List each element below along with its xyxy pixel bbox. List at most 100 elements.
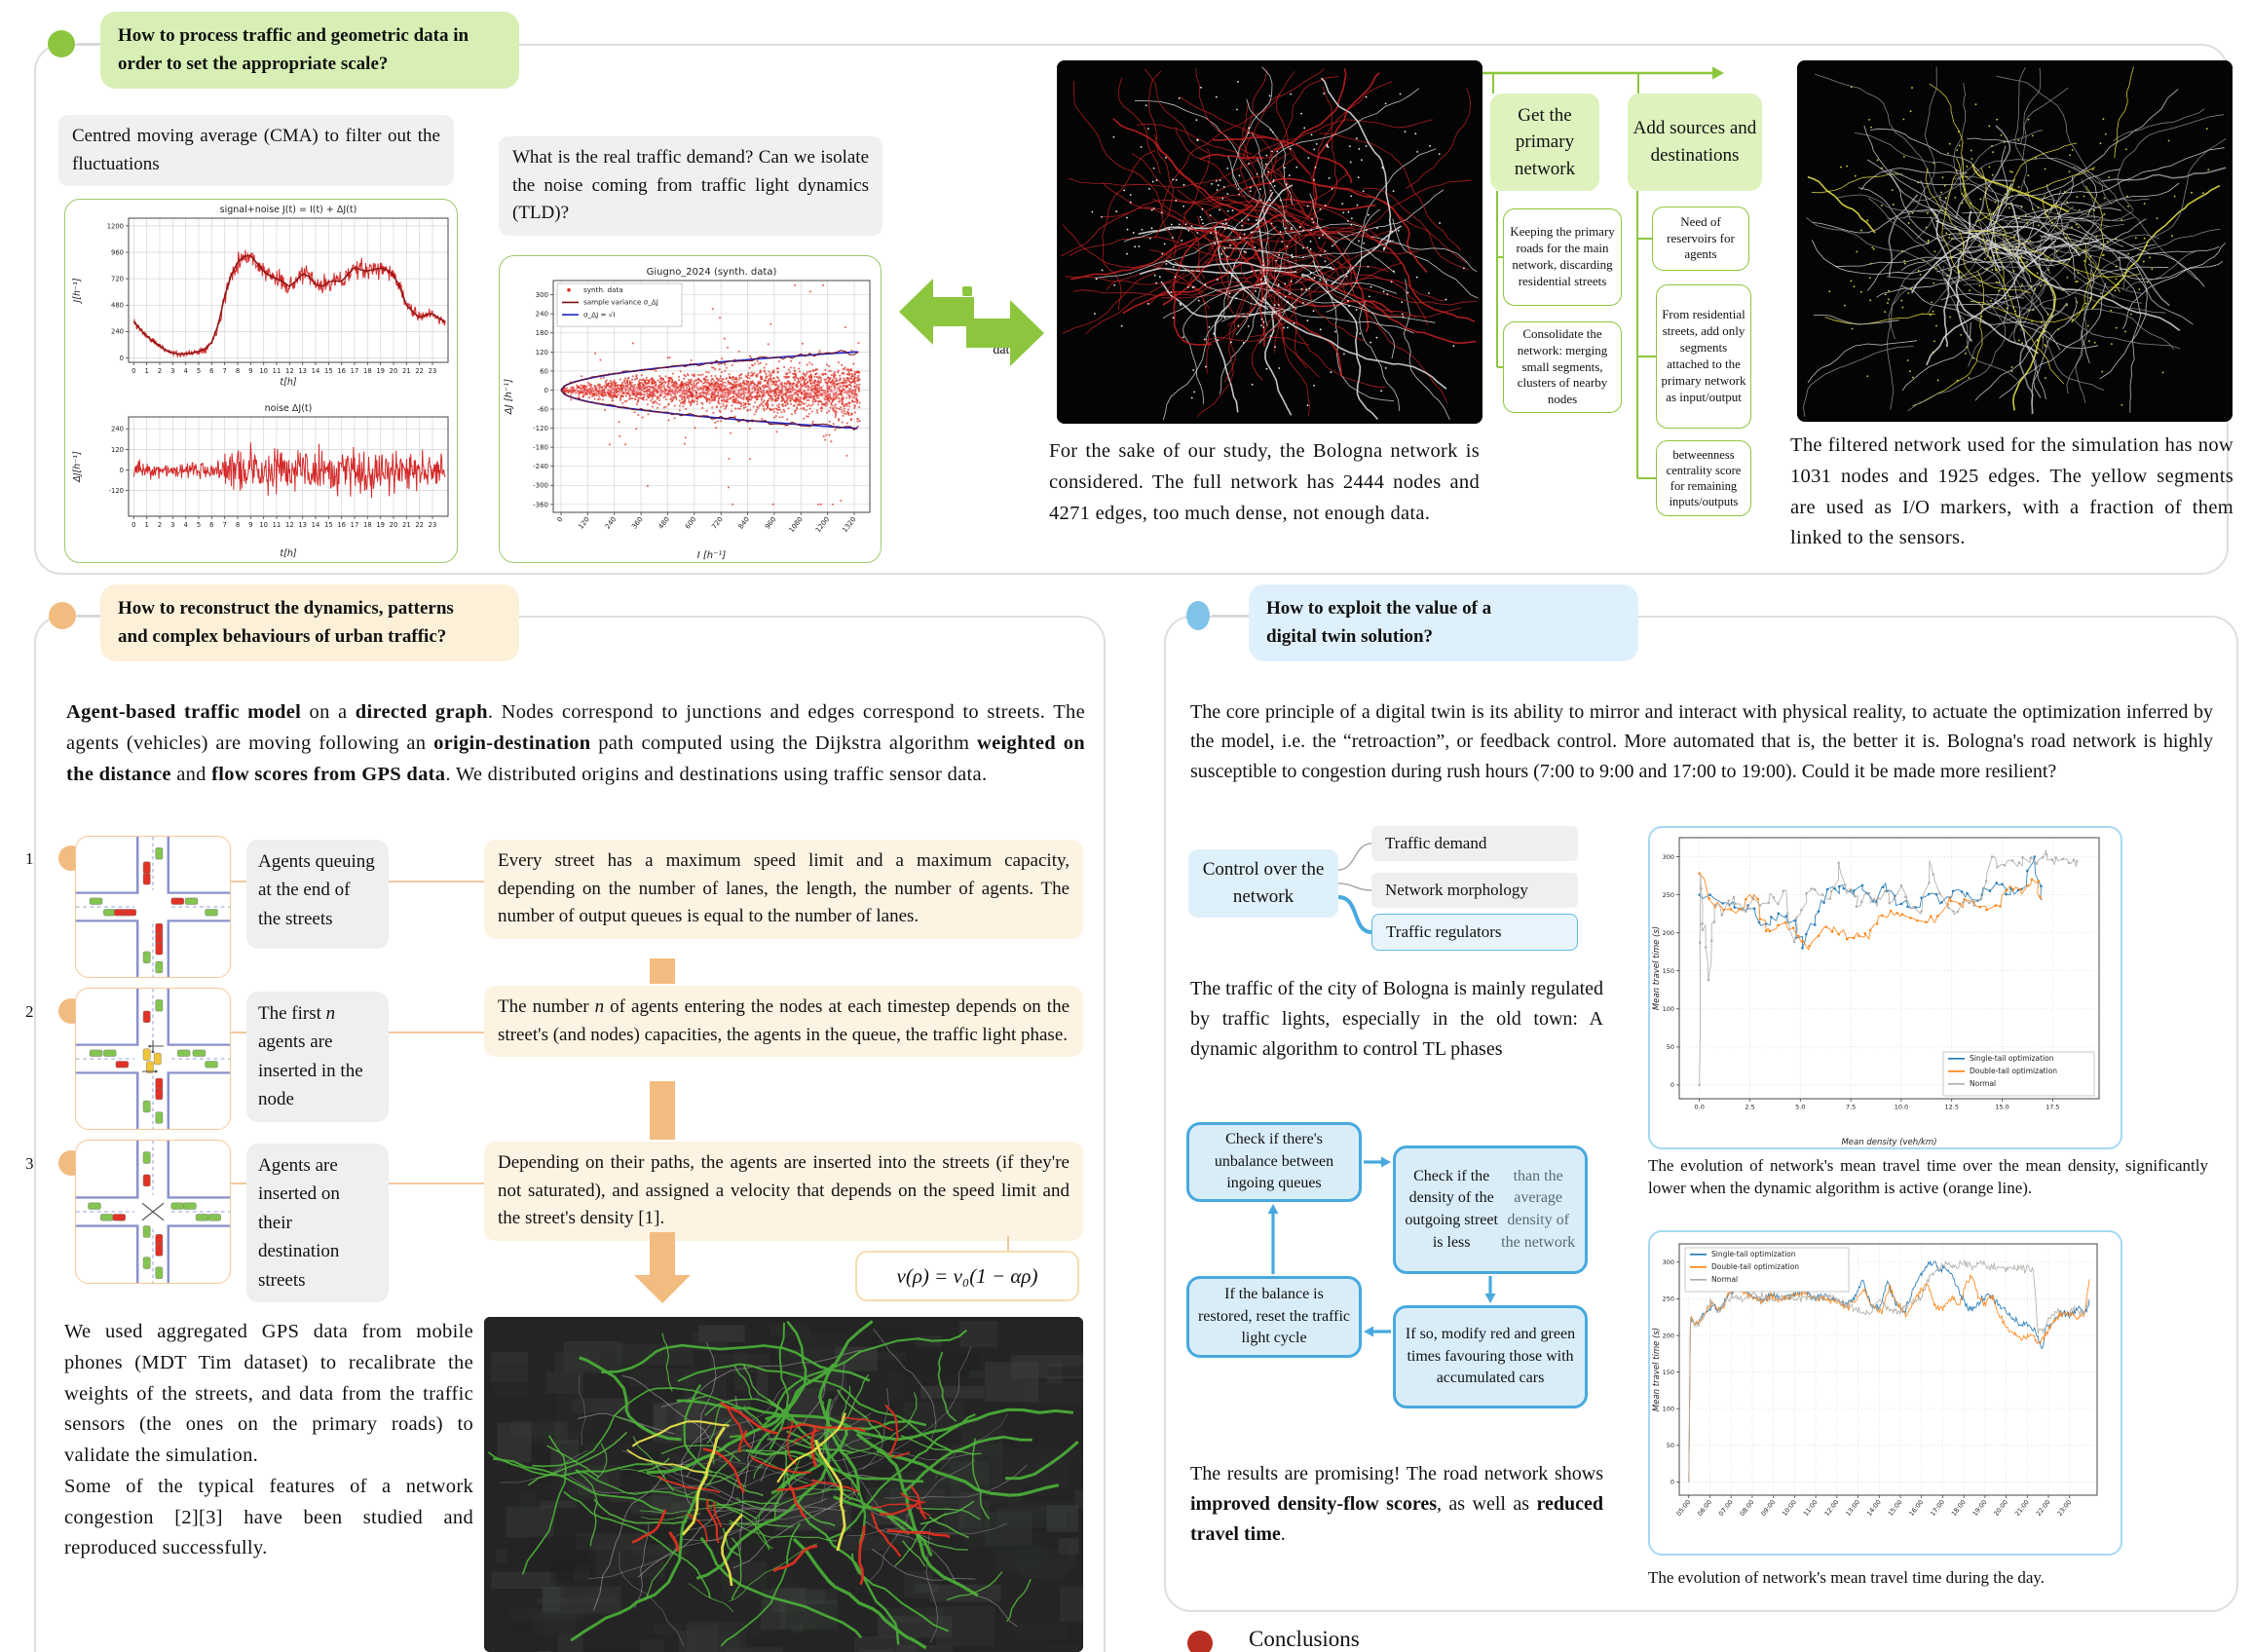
svg-text:13: 13 [298, 367, 307, 375]
svg-text:250: 250 [1663, 1295, 1674, 1303]
svg-text:Mean density (veh/km): Mean density (veh/km) [1841, 1138, 1936, 1147]
svg-text:360: 360 [630, 515, 645, 530]
svg-text:14:00: 14:00 [1865, 1498, 1883, 1518]
svg-text:21:00: 21:00 [2013, 1498, 2031, 1518]
svg-text:16:00: 16:00 [1907, 1498, 1925, 1518]
target-network-morphology: Network morphology [1371, 873, 1578, 908]
svg-text:240: 240 [111, 328, 124, 336]
svg-text:16: 16 [337, 367, 346, 375]
svg-text:05:00: 05:00 [1675, 1498, 1693, 1518]
svg-text:signal+noise J(t) = I(t) + ΔJ(: signal+noise J(t) = I(t) + ΔJ(t) [220, 205, 357, 215]
svg-text:0: 0 [1670, 1081, 1674, 1089]
svg-text:5: 5 [197, 367, 201, 375]
svg-text:0: 0 [120, 467, 124, 474]
question-line: How to process traffic and geometric dat… [118, 25, 469, 46]
svg-text:250: 250 [1663, 891, 1674, 899]
gps-paragraph-2: Some of the typical features of a networ… [64, 1475, 473, 1559]
svg-text:7: 7 [223, 521, 227, 529]
svg-text:480: 480 [657, 515, 671, 530]
svg-text:21: 21 [402, 521, 411, 529]
svg-text:18: 18 [363, 367, 372, 375]
svg-text:0.0: 0.0 [1695, 1104, 1705, 1111]
flow-sub-reservoirs: Need of reservoirs for agents [1652, 206, 1749, 271]
svg-text:960: 960 [111, 248, 124, 256]
step-label-node-insert: The first n agents are inserted in the n… [246, 992, 389, 1122]
svg-text:Single-tail optimization: Single-tail optimization [1970, 1054, 2054, 1063]
svg-text:1: 1 [145, 367, 149, 375]
svg-text:5: 5 [197, 521, 201, 529]
svg-text:20: 20 [390, 521, 398, 529]
step-number: 2 [25, 1002, 34, 1021]
svg-text:19: 19 [376, 521, 385, 529]
svg-text:11: 11 [273, 367, 282, 375]
svg-text:20: 20 [390, 367, 398, 375]
svg-text:200: 200 [1663, 1332, 1674, 1339]
svg-text:ΔJ [h⁻¹]: ΔJ [h⁻¹] [504, 379, 514, 415]
svg-text:15: 15 [324, 367, 333, 375]
svg-text:12: 12 [285, 367, 294, 375]
svg-text:11:00: 11:00 [1802, 1498, 1820, 1518]
question-data-processing: How to process traffic and geometric dat… [100, 12, 519, 89]
svg-text:50: 50 [1667, 1442, 1674, 1449]
blue-bullet-icon [1186, 601, 1210, 630]
results-paragraph: The results are promising! The road netw… [1190, 1463, 1603, 1545]
svg-text:8: 8 [236, 367, 240, 375]
intersection-diagram-destination [75, 1140, 231, 1284]
svg-text:0: 0 [544, 387, 548, 394]
svg-text:Double-tail optimization: Double-tail optimization [1970, 1067, 2057, 1075]
svg-text:07:00: 07:00 [1717, 1498, 1735, 1518]
svg-text:1200: 1200 [814, 515, 831, 534]
svg-text:2.5: 2.5 [1745, 1104, 1754, 1111]
geometric-data-arrow-label: Geometric data [975, 325, 1033, 358]
svg-text:720: 720 [710, 515, 725, 530]
full-network-text: For the sake of our study, the Bologna n… [1049, 440, 1480, 524]
svg-text:-360: -360 [533, 501, 548, 508]
svg-text:6: 6 [209, 521, 213, 529]
twin-intro: The core principle of a digital twin is … [1190, 701, 2213, 782]
noise-chart: 0 1 2 3 4 5 6 7 8 9 10 11 12 13 14 15 16 17 18 19 20 21 22 23 -1… [66, 388, 456, 559]
step-number: 1 [25, 849, 34, 868]
svg-text:23: 23 [429, 521, 437, 529]
svg-text:Mean travel time (s): Mean travel time (s) [1652, 926, 1662, 1010]
svg-text:960: 960 [764, 515, 778, 530]
gps-paragraph: We used aggregated GPS data from mobile … [64, 1317, 473, 1564]
target-traffic-demand: Traffic demand [1371, 826, 1578, 861]
svg-text:0: 0 [556, 515, 565, 523]
svg-text:-240: -240 [533, 463, 548, 470]
svg-text:3: 3 [170, 367, 174, 375]
orange-bullet-icon [49, 602, 76, 629]
svg-text:19:00: 19:00 [1971, 1498, 1989, 1518]
loop-check-density: Check if the density of the outgoing str… [1393, 1145, 1588, 1274]
travel-density-chart: 0.0 2.5 5.0 7.5 10.0 12.5 15.0 17.5 0 50 100 150 200… [1650, 828, 2121, 1147]
svg-text:Giugno_2024 (synth. data): Giugno_2024 (synth. data) [647, 267, 777, 278]
svg-text:10: 10 [259, 367, 268, 375]
loop-reset-cycle: If the balance is restored, reset the tr… [1186, 1276, 1362, 1358]
svg-text:5.0: 5.0 [1795, 1104, 1805, 1111]
svg-text:23: 23 [429, 367, 437, 375]
travel-day-chart: 05:00 06:00 07:00 08:00 09:00 10:00 11:00 12:00… [1650, 1232, 2121, 1554]
traffic-lights-paragraph: The traffic of the city of Bologna is ma… [1190, 978, 1603, 1060]
question-line: How to reconstruct the dynamics, pattern… [118, 598, 454, 619]
svg-text:7.5: 7.5 [1846, 1104, 1856, 1111]
traffic-demand-note: What is the real traffic demand? Can we … [499, 136, 882, 236]
svg-text:ΔJ[h⁻¹]: ΔJ[h⁻¹] [72, 451, 83, 483]
signal-noise-chart: 0 1 2 3 4 5 6 7 8 9 10 11 12 13 14 15 16 17 18 19 20 21 22 23 0 2… [66, 201, 456, 388]
red-bullet-icon [1187, 1631, 1213, 1652]
flow-sub-keep-primary: Keeping the primary roads for the main n… [1503, 208, 1622, 306]
flow-sub-consolidate: Consolidate the network: merging small s… [1503, 321, 1622, 413]
svg-text:2: 2 [158, 367, 162, 375]
svg-text:13: 13 [298, 521, 307, 529]
svg-text:150: 150 [1663, 967, 1674, 975]
svg-text:Mean travel time (s): Mean travel time (s) [1652, 1328, 1662, 1411]
question-traffic-model: How to reconstruct the dynamics, pattern… [100, 584, 519, 661]
step-label-queuing: Agents queuing at the end of the streets [246, 840, 389, 949]
question-line: digital twin solution? [1266, 626, 1434, 648]
svg-text:Single-tail optimization: Single-tail optimization [1711, 1250, 1796, 1258]
svg-text:120: 120 [111, 446, 124, 454]
svg-text:150: 150 [1663, 1369, 1674, 1376]
svg-text:12:00: 12:00 [1823, 1498, 1841, 1518]
svg-text:3: 3 [170, 521, 174, 529]
svg-text:18:00: 18:00 [1950, 1498, 1968, 1518]
rule-box-velocity: Depending on their paths, the agents are… [484, 1142, 1083, 1241]
svg-text:20:00: 20:00 [1992, 1498, 2009, 1518]
